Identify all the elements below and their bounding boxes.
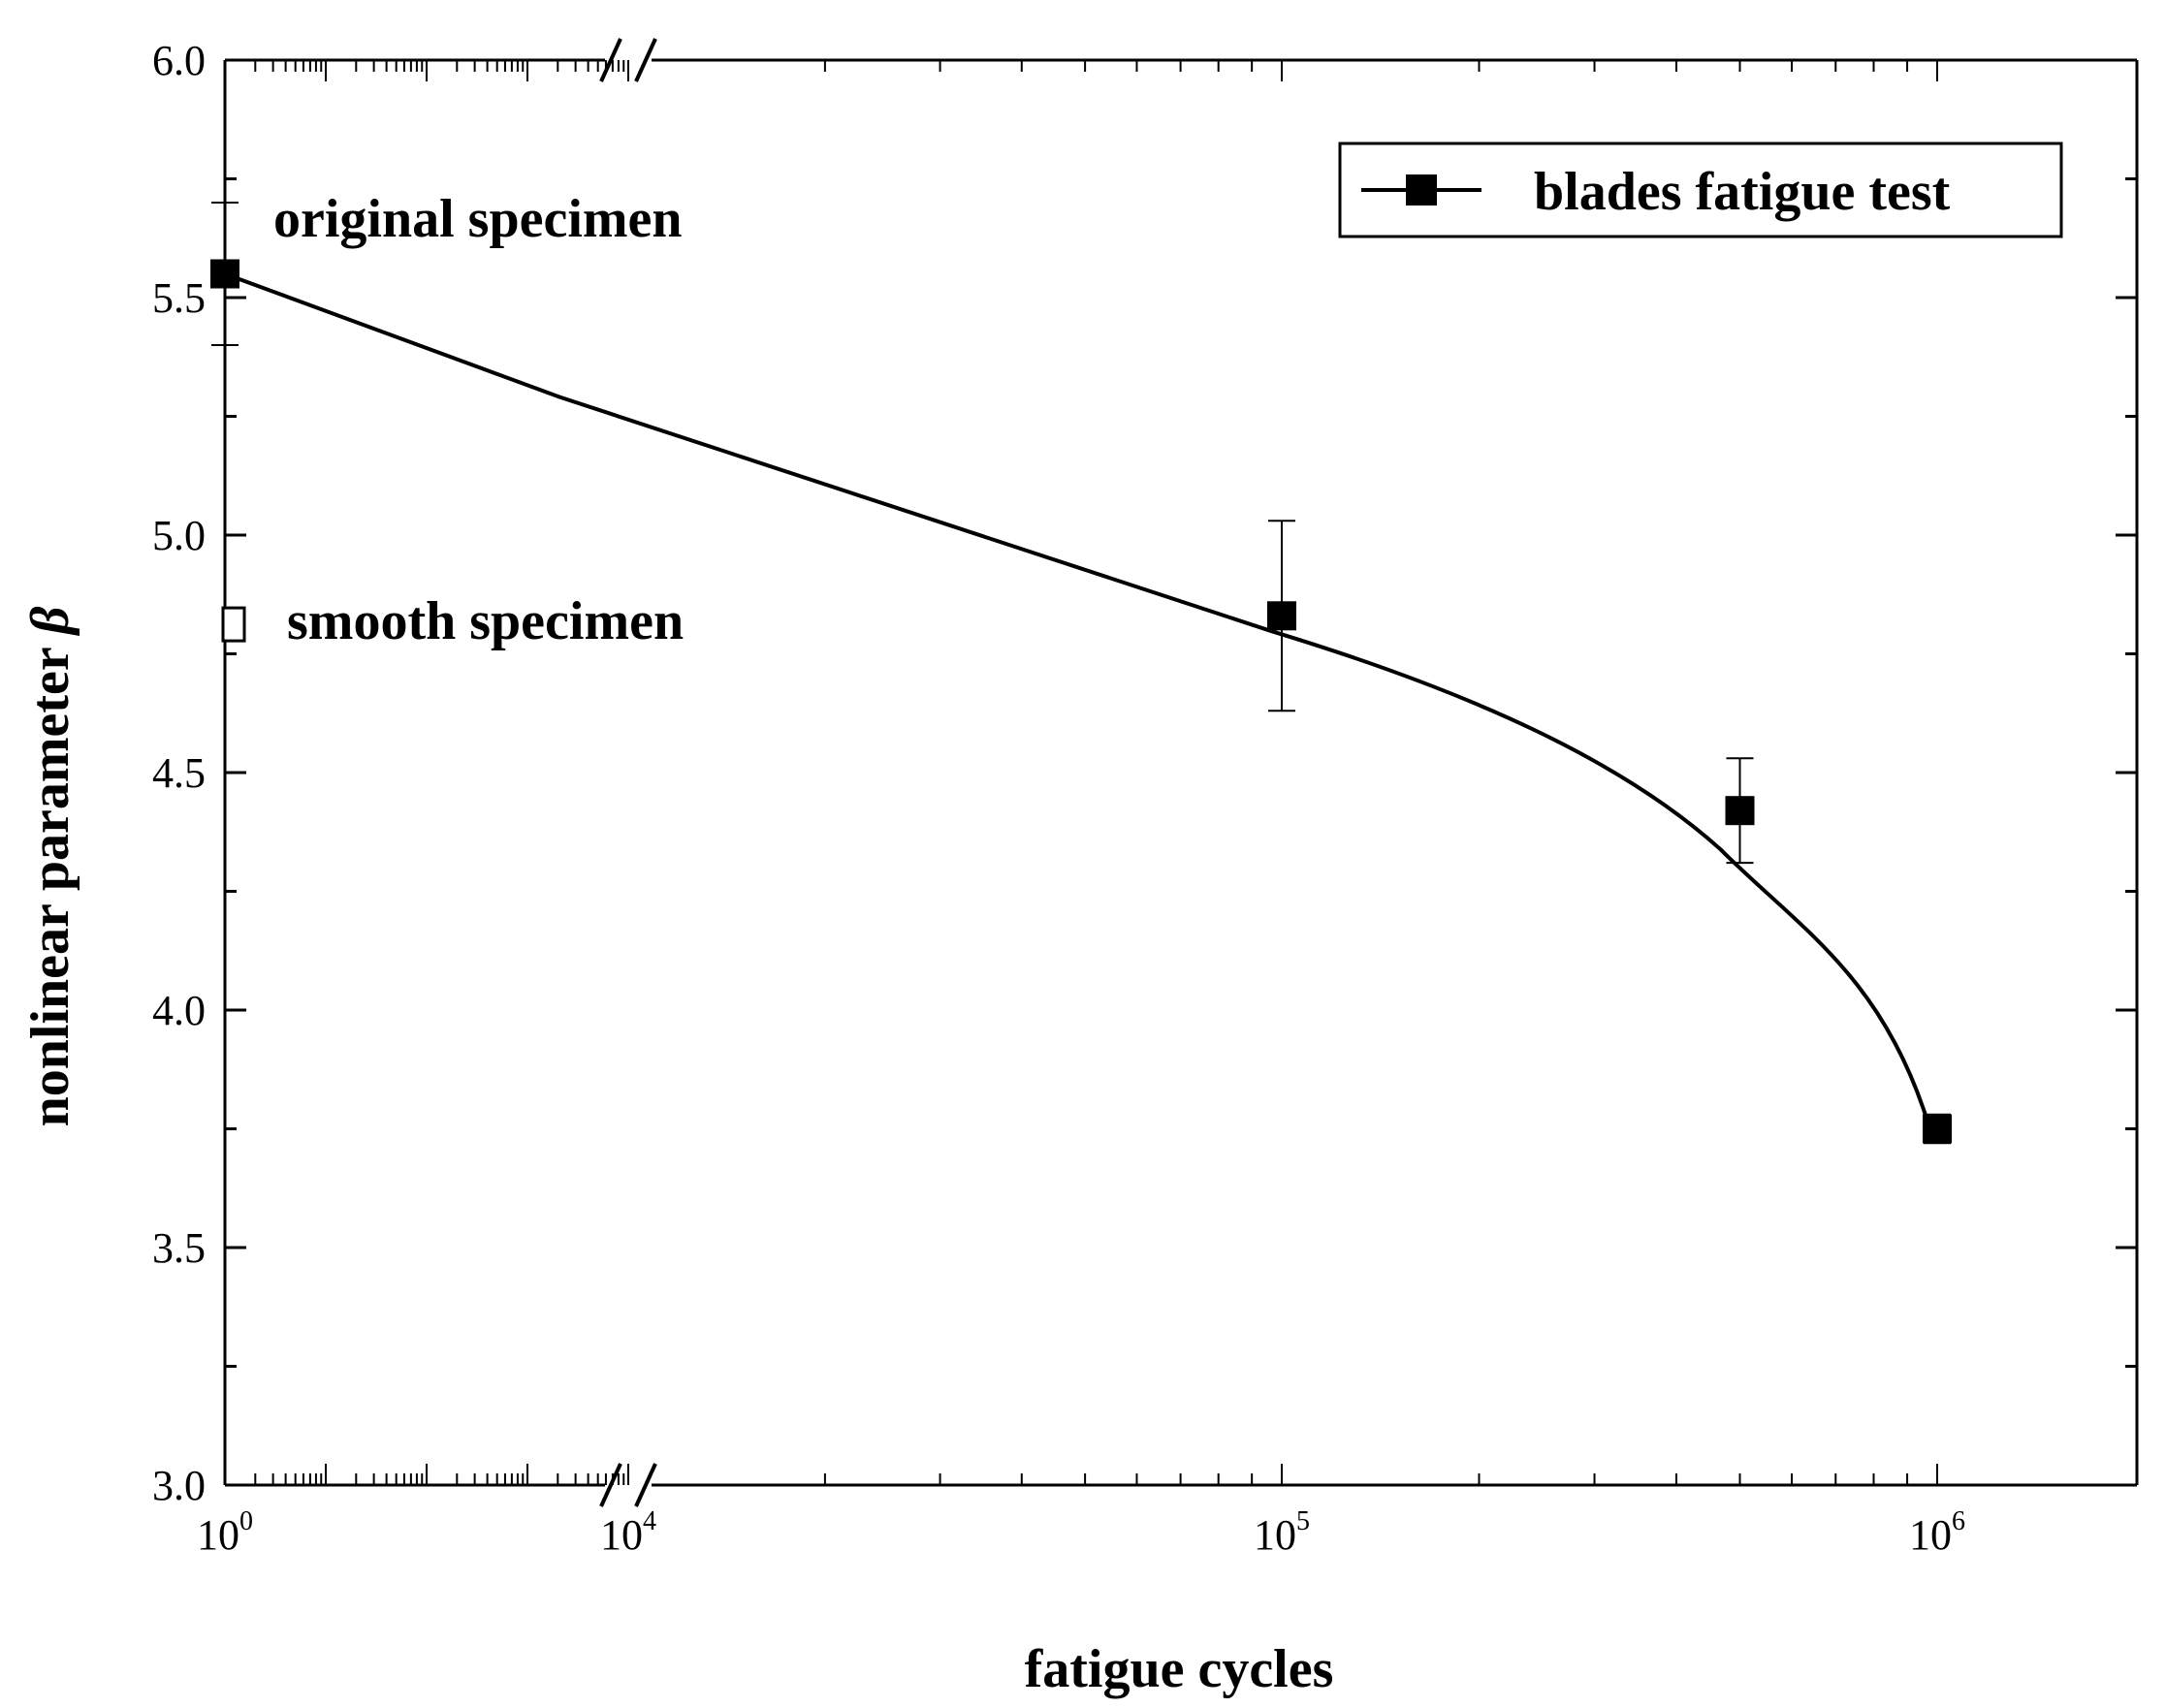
smooth-specimen-annotation: smooth specimen bbox=[287, 591, 684, 651]
y-tick-label: 5.0 bbox=[152, 512, 206, 559]
x-axis-break-mark-2 bbox=[634, 1463, 657, 1507]
data-point-2 bbox=[1725, 796, 1755, 826]
smooth-specimen-point bbox=[221, 606, 246, 643]
x-tick-label: 100 bbox=[197, 1506, 253, 1559]
y-tick-label: 5.5 bbox=[152, 274, 206, 322]
x-tick-label: 106 bbox=[1909, 1506, 1965, 1559]
x-axis-title: fatigue cycles bbox=[1025, 1639, 1334, 1699]
y-tick-label: 4.5 bbox=[152, 749, 206, 797]
data-point-1 bbox=[1267, 601, 1296, 631]
y-axis-title-symbol: β bbox=[20, 606, 80, 636]
y-axis-title: nonlinear parameter β bbox=[20, 606, 80, 1126]
legend-label: blades fatigue test bbox=[1534, 162, 1951, 222]
svg-text:nonlinear parameter β: nonlinear parameter β bbox=[20, 606, 80, 1126]
original-specimen-annotation: original specimen bbox=[273, 189, 683, 249]
series-line-blades-fatigue-test bbox=[224, 271, 1927, 1117]
data-point-3 bbox=[1923, 1114, 1952, 1144]
x-tick-label: 104 bbox=[600, 1506, 656, 1559]
data-point-0 bbox=[210, 259, 239, 289]
line-break-gap bbox=[607, 378, 636, 408]
x-axis-break-mark-1 bbox=[599, 1463, 622, 1507]
top-axis-break-mark-2 bbox=[634, 38, 657, 82]
y-tick-label: 3.0 bbox=[152, 1462, 206, 1509]
y-axis-title-text: nonlinear parameter bbox=[20, 648, 80, 1126]
top-axis-break-mark-1 bbox=[599, 38, 622, 82]
legend: blades fatigue test bbox=[1338, 142, 2063, 238]
y-tick-label: 6.0 bbox=[152, 37, 206, 84]
y-tick-label: 4.0 bbox=[152, 987, 206, 1034]
x-tick-label: 105 bbox=[1254, 1506, 1310, 1559]
legend-marker bbox=[1406, 174, 1437, 206]
y-tick-label: 3.5 bbox=[152, 1224, 206, 1272]
